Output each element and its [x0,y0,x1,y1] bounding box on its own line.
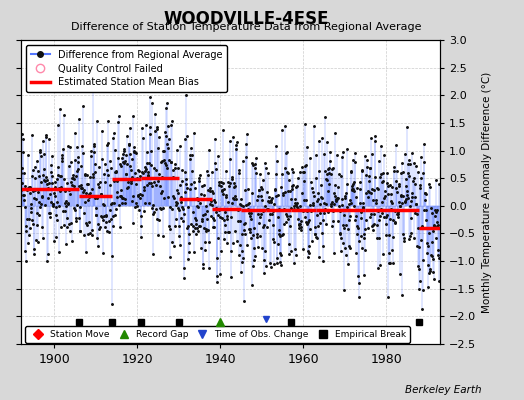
Text: WOODVILLE-4ESE: WOODVILLE-4ESE [163,10,329,28]
Legend: Station Move, Record Gap, Time of Obs. Change, Empirical Break: Station Move, Record Gap, Time of Obs. C… [26,326,409,342]
Text: Berkeley Earth: Berkeley Earth [406,385,482,395]
Y-axis label: Monthly Temperature Anomaly Difference (°C): Monthly Temperature Anomaly Difference (… [482,71,492,313]
Text: Difference of Station Temperature Data from Regional Average: Difference of Station Temperature Data f… [71,22,421,32]
